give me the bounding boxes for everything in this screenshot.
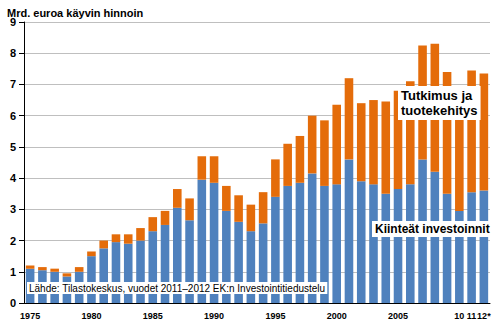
svg-text:1990: 1990	[204, 311, 224, 321]
svg-text:7: 7	[10, 78, 16, 90]
svg-text:3: 3	[10, 203, 16, 215]
svg-text:4: 4	[10, 172, 17, 184]
svg-text:Tutkimus ja: Tutkimus ja	[401, 88, 473, 103]
svg-text:1985: 1985	[143, 311, 163, 321]
svg-text:Kiinteät investoinnit: Kiinteät investoinnit	[375, 222, 490, 236]
svg-text:Lähde: Tilastokeskus, vuodet 2: Lähde: Tilastokeskus, vuodet 2011–2012 E…	[29, 283, 325, 294]
svg-text:Mrd. euroa käyvin hinnoin: Mrd. euroa käyvin hinnoin	[7, 7, 144, 19]
svg-text:1980: 1980	[81, 311, 101, 321]
svg-text:5: 5	[10, 141, 16, 153]
svg-text:11: 11	[467, 311, 477, 321]
svg-text:12*: 12*	[477, 311, 491, 321]
svg-text:1: 1	[10, 266, 16, 278]
svg-text:tuotekehitys: tuotekehitys	[401, 103, 478, 118]
svg-text:2005: 2005	[388, 311, 408, 321]
svg-text:1995: 1995	[265, 311, 285, 321]
svg-text:0: 0	[10, 297, 16, 309]
svg-text:6: 6	[10, 110, 16, 122]
svg-text:1975: 1975	[20, 311, 40, 321]
svg-text:10: 10	[454, 311, 464, 321]
svg-text:8: 8	[10, 47, 16, 59]
svg-text:9: 9	[9, 16, 16, 28]
svg-text:2: 2	[10, 235, 16, 247]
svg-text:2000: 2000	[327, 311, 347, 321]
